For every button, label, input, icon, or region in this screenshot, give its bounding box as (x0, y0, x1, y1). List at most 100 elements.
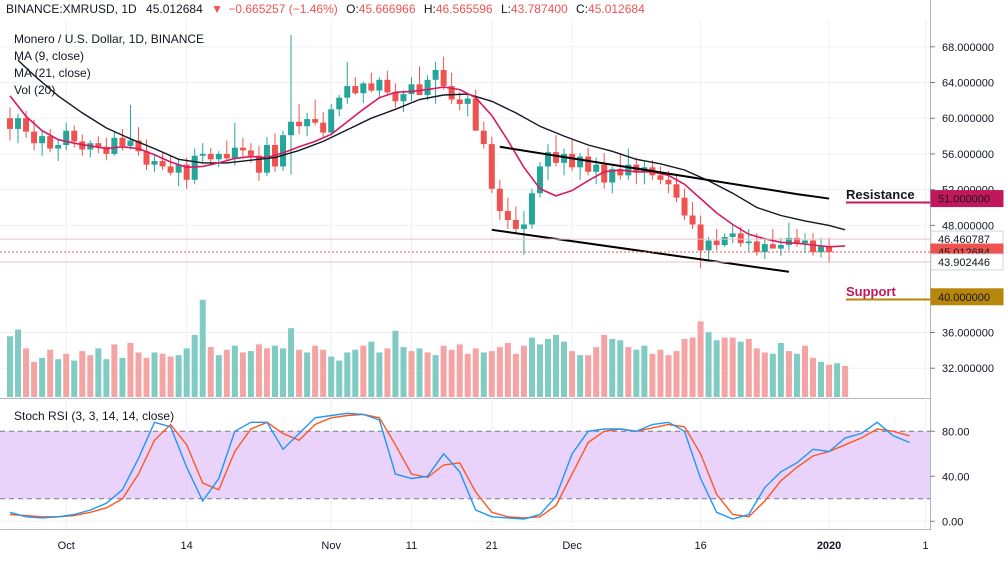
candle-body (569, 153, 576, 168)
candle-body (713, 240, 720, 245)
price-labels: 51.00000046.46078745.01268443.90244640.0… (930, 190, 1004, 306)
candle-body (617, 169, 624, 176)
down-arrow-icon: ▼ (211, 2, 223, 16)
volume-bar (103, 359, 110, 397)
x-tick-label: Dec (562, 540, 582, 552)
volume-bar (328, 356, 335, 397)
legend-ma9[interactable]: MA (9, close) (14, 49, 84, 63)
candle-body (231, 147, 238, 159)
legend-title[interactable]: Monero / U.S. Dollar, 1D, BINANCE (14, 32, 204, 46)
candle-body (63, 130, 70, 145)
candle-body (480, 130, 487, 145)
volume-bar (63, 353, 70, 397)
candle-body (416, 84, 423, 95)
candle-body (167, 166, 174, 173)
y-tick-label: 32.000000 (942, 363, 994, 375)
volume-bar (263, 348, 270, 397)
volume-bar (545, 338, 552, 397)
volume-bar (480, 352, 487, 397)
price-label-text: 51.000000 (938, 194, 990, 206)
volume-bar (834, 363, 841, 397)
volume-bar (713, 340, 720, 397)
candle-body (818, 245, 825, 253)
candle-body (360, 83, 367, 94)
volume-bar (842, 365, 849, 397)
volume-bar (416, 348, 423, 397)
candle-body (785, 237, 792, 245)
volume-bar (689, 337, 696, 397)
candle-body (392, 92, 399, 102)
candle-body (577, 156, 584, 168)
x-tick-label: 11 (406, 540, 417, 552)
candle-body (280, 135, 287, 167)
volume-bar (175, 355, 182, 397)
volume-bar (785, 351, 792, 397)
candle-body (793, 237, 800, 244)
volume-bar (769, 353, 776, 397)
stoch-lines (9, 412, 910, 520)
volume-bar (801, 345, 808, 397)
candle-body (504, 211, 511, 220)
candle-body (769, 244, 776, 249)
x-tick-label: 14 (181, 540, 193, 552)
ma21-line (17, 59, 846, 231)
price-axis[interactable]: 68.00000064.00000060.00000056.00000052.0… (930, 42, 994, 528)
candle-body (424, 79, 431, 95)
candle-body (288, 121, 295, 136)
candle-body (143, 151, 150, 165)
candle-body (336, 97, 343, 110)
price-label-box (930, 190, 1004, 208)
volume-bar (753, 348, 760, 397)
candle-body (304, 119, 311, 127)
volume-bar (87, 355, 94, 397)
volume-bar (271, 345, 278, 397)
volume-bar (761, 352, 768, 397)
volume-bar (7, 336, 13, 397)
candle-body (496, 188, 503, 212)
candle-body (801, 240, 808, 244)
volume-bar (456, 344, 463, 397)
volume-bar (617, 340, 624, 397)
volume-bar (111, 344, 118, 397)
volume-bar (496, 347, 503, 397)
candle-body (31, 131, 38, 144)
candle-body (352, 86, 359, 94)
volume-bar (167, 356, 174, 397)
legend-volume[interactable]: Vol (20) (14, 83, 55, 97)
candle-body (159, 161, 166, 167)
volume-bar (536, 344, 543, 397)
candle-body (753, 241, 760, 253)
volume-bar (215, 355, 222, 397)
volume-bar (818, 361, 825, 397)
volume-bar (159, 353, 166, 397)
stoch-tick-label: 40.00 (942, 471, 970, 483)
volume-bar (304, 352, 311, 397)
x-tick-label: Oct (58, 540, 75, 552)
candle-body (320, 122, 327, 133)
volume-bar (15, 329, 22, 397)
stoch-title[interactable]: Stoch RSI (3, 3, 14, 14, close) (14, 409, 174, 423)
volume-bar (296, 349, 303, 397)
candle-body (135, 140, 142, 152)
time-axis[interactable]: Oct 14 Nov 11 21 Dec 16 2020 1 (58, 540, 929, 552)
volume-bar (280, 348, 287, 397)
candle-body (55, 145, 62, 149)
volume-bar (312, 345, 319, 397)
volume-bar (183, 348, 190, 397)
candle-body (15, 118, 22, 129)
candle-body (609, 169, 616, 183)
volume-bar (135, 352, 142, 397)
legend-ma21[interactable]: MA (21, close) (14, 66, 91, 80)
volume-bar (424, 352, 431, 397)
volume-bar (400, 347, 407, 397)
price-label-box (930, 288, 1004, 306)
candle-body (810, 240, 816, 253)
volume-bar (392, 330, 399, 397)
volume-bar (464, 353, 471, 397)
volume-bar (593, 347, 600, 397)
stoch-band-fill (0, 431, 930, 499)
volume-bar (512, 353, 519, 397)
candle-body (761, 244, 768, 253)
volume-bar (368, 341, 375, 397)
